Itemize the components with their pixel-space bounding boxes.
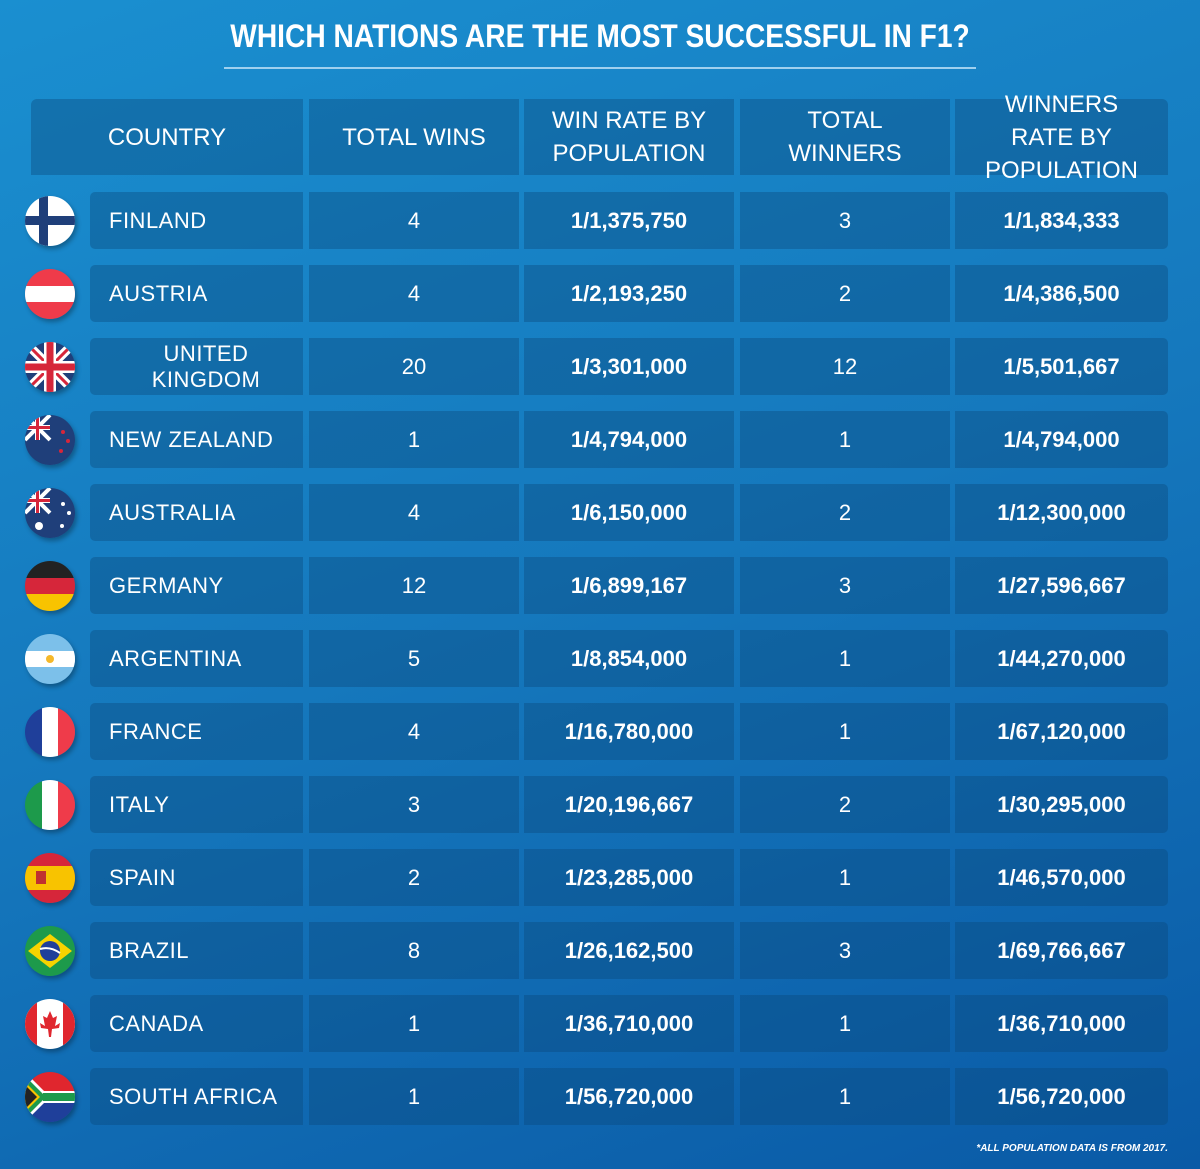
winners-rate-cell: 1/46,570,000: [955, 849, 1168, 906]
footnote: *ALL POPULATION DATA IS FROM 2017.: [976, 1143, 1168, 1154]
winners-rate-cell: 1/4,794,000: [955, 411, 1168, 468]
austria-flag-icon: [25, 269, 75, 319]
win-rate-cell: 1/1,375,750: [524, 192, 734, 249]
total-wins-cell: 4: [309, 192, 519, 249]
country-cell: ARGENTINA: [90, 630, 303, 687]
country-cell: AUSTRIA: [90, 265, 303, 322]
winners-rate-cell: 1/12,300,000: [955, 484, 1168, 541]
italy-flag-icon: [25, 780, 75, 830]
total-wins-cell: 5: [309, 630, 519, 687]
header-total-wins: TOTAL WINS: [309, 99, 519, 175]
header-win-rate: WIN RATE BY POPULATION: [524, 99, 734, 175]
winners-rate-cell: 1/56,720,000: [955, 1068, 1168, 1125]
country-cell: ITALY: [90, 776, 303, 833]
country-cell: SPAIN: [90, 849, 303, 906]
total-winners-cell: 2: [740, 265, 950, 322]
win-rate-cell: 1/8,854,000: [524, 630, 734, 687]
germany-flag-icon: [25, 561, 75, 611]
australia-flag-icon: [25, 488, 75, 538]
win-rate-cell: 1/4,794,000: [524, 411, 734, 468]
total-wins-cell: 12: [309, 557, 519, 614]
total-wins-cell: 4: [309, 484, 519, 541]
title-divider: [224, 67, 976, 69]
new-zealand-flag-icon: [25, 415, 75, 465]
total-winners-cell: 1: [740, 995, 950, 1052]
winners-rate-cell: 1/1,834,333: [955, 192, 1168, 249]
total-wins-cell: 1: [309, 1068, 519, 1125]
total-winners-cell: 3: [740, 922, 950, 979]
country-cell: AUSTRALIA: [90, 484, 303, 541]
total-winners-cell: 1: [740, 703, 950, 760]
winners-rate-cell: 1/44,270,000: [955, 630, 1168, 687]
brazil-flag-icon: [25, 926, 75, 976]
south-africa-flag-icon: [25, 1072, 75, 1122]
country-cell: SOUTH AFRICA: [90, 1068, 303, 1125]
total-wins-cell: 20: [309, 338, 519, 395]
canada-flag-icon: [25, 999, 75, 1049]
total-winners-cell: 3: [740, 192, 950, 249]
total-winners-cell: 1: [740, 1068, 950, 1125]
winners-rate-cell: 1/27,596,667: [955, 557, 1168, 614]
win-rate-cell: 1/26,162,500: [524, 922, 734, 979]
total-wins-cell: 1: [309, 995, 519, 1052]
winners-rate-cell: 1/30,295,000: [955, 776, 1168, 833]
win-rate-cell: 1/20,196,667: [524, 776, 734, 833]
finland-flag-icon: [25, 196, 75, 246]
header-winners-rate: WINNERS RATE BY POPULATION: [955, 91, 1168, 184]
country-cell: BRAZIL: [90, 922, 303, 979]
winners-rate-cell: 1/69,766,667: [955, 922, 1168, 979]
uk-flag-icon: [25, 342, 75, 392]
total-wins-cell: 8: [309, 922, 519, 979]
country-cell: FRANCE: [90, 703, 303, 760]
win-rate-cell: 1/36,710,000: [524, 995, 734, 1052]
total-wins-cell: 2: [309, 849, 519, 906]
winners-rate-cell: 1/4,386,500: [955, 265, 1168, 322]
france-flag-icon: [25, 707, 75, 757]
total-winners-cell: 12: [740, 338, 950, 395]
win-rate-cell: 1/6,899,167: [524, 557, 734, 614]
total-wins-cell: 4: [309, 265, 519, 322]
total-winners-cell: 2: [740, 776, 950, 833]
winners-rate-cell: 1/36,710,000: [955, 995, 1168, 1052]
spain-flag-icon: [25, 853, 75, 903]
country-cell: GERMANY: [90, 557, 303, 614]
total-wins-cell: 1: [309, 411, 519, 468]
argentina-flag-icon: [25, 634, 75, 684]
win-rate-cell: 1/2,193,250: [524, 265, 734, 322]
header-total-winners: TOTAL WINNERS: [740, 99, 950, 175]
country-cell: UNITED KINGDOM: [90, 338, 303, 395]
total-wins-cell: 4: [309, 703, 519, 760]
country-cell: CANADA: [90, 995, 303, 1052]
page-title: WHICH NATIONS ARE THE MOST SUCCESSFUL IN…: [230, 18, 970, 54]
total-winners-cell: 1: [740, 630, 950, 687]
total-wins-cell: 3: [309, 776, 519, 833]
winners-rate-cell: 1/67,120,000: [955, 703, 1168, 760]
total-winners-cell: 2: [740, 484, 950, 541]
win-rate-cell: 1/6,150,000: [524, 484, 734, 541]
country-cell: NEW ZEALAND: [90, 411, 303, 468]
total-winners-cell: 3: [740, 557, 950, 614]
total-winners-cell: 1: [740, 849, 950, 906]
total-winners-cell: 1: [740, 411, 950, 468]
win-rate-cell: 1/16,780,000: [524, 703, 734, 760]
win-rate-cell: 1/56,720,000: [524, 1068, 734, 1125]
country-cell: FINLAND: [90, 192, 303, 249]
header-country: COUNTRY: [31, 99, 303, 175]
win-rate-cell: 1/3,301,000: [524, 338, 734, 395]
win-rate-cell: 1/23,285,000: [524, 849, 734, 906]
winners-rate-cell: 1/5,501,667: [955, 338, 1168, 395]
